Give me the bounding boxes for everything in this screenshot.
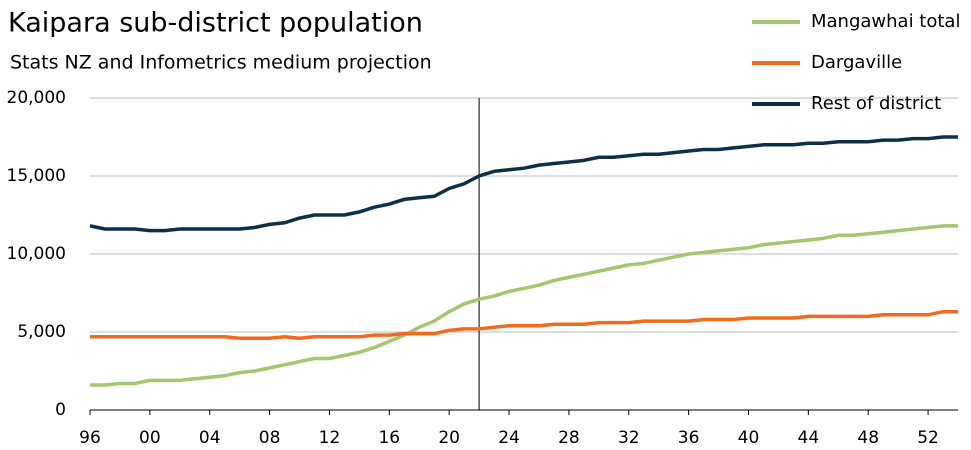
series-line <box>90 309 958 340</box>
y-tick-label: 0 <box>55 400 66 420</box>
x-tick-label: 04 <box>199 428 221 448</box>
x-tick-label: 08 <box>259 428 281 448</box>
y-tick-label: 15,000 <box>7 166 66 186</box>
legend-label: Rest of district <box>811 93 941 114</box>
x-tick-label: 00 <box>139 428 161 448</box>
y-tick-label: 20,000 <box>7 88 66 108</box>
x-tick-label: 36 <box>678 428 700 448</box>
y-tick-label: 10,000 <box>7 244 66 264</box>
x-tick-label: 16 <box>378 428 400 448</box>
chart-title: Kaipara sub-district population <box>8 8 423 39</box>
legend-label: Dargaville <box>811 52 902 73</box>
x-tick-label: 48 <box>857 428 879 448</box>
x-tick-label: 20 <box>438 428 460 448</box>
x-tick-label: 40 <box>738 428 760 448</box>
x-tick-label: 44 <box>798 428 820 448</box>
legend-label: Mangawhai total <box>811 11 960 32</box>
series-line <box>89 135 958 233</box>
chart-subtitle: Stats NZ and Infometrics medium projecti… <box>10 52 432 74</box>
series-line <box>90 224 958 387</box>
y-tick-label: 5,000 <box>17 322 66 342</box>
x-tick-label: 96 <box>79 428 101 448</box>
x-tick-label: 24 <box>498 428 520 448</box>
x-tick-label: 32 <box>618 428 640 448</box>
x-tick-label: 52 <box>917 428 939 448</box>
x-tick-label: 12 <box>319 428 341 448</box>
x-tick-label: 28 <box>558 428 580 448</box>
